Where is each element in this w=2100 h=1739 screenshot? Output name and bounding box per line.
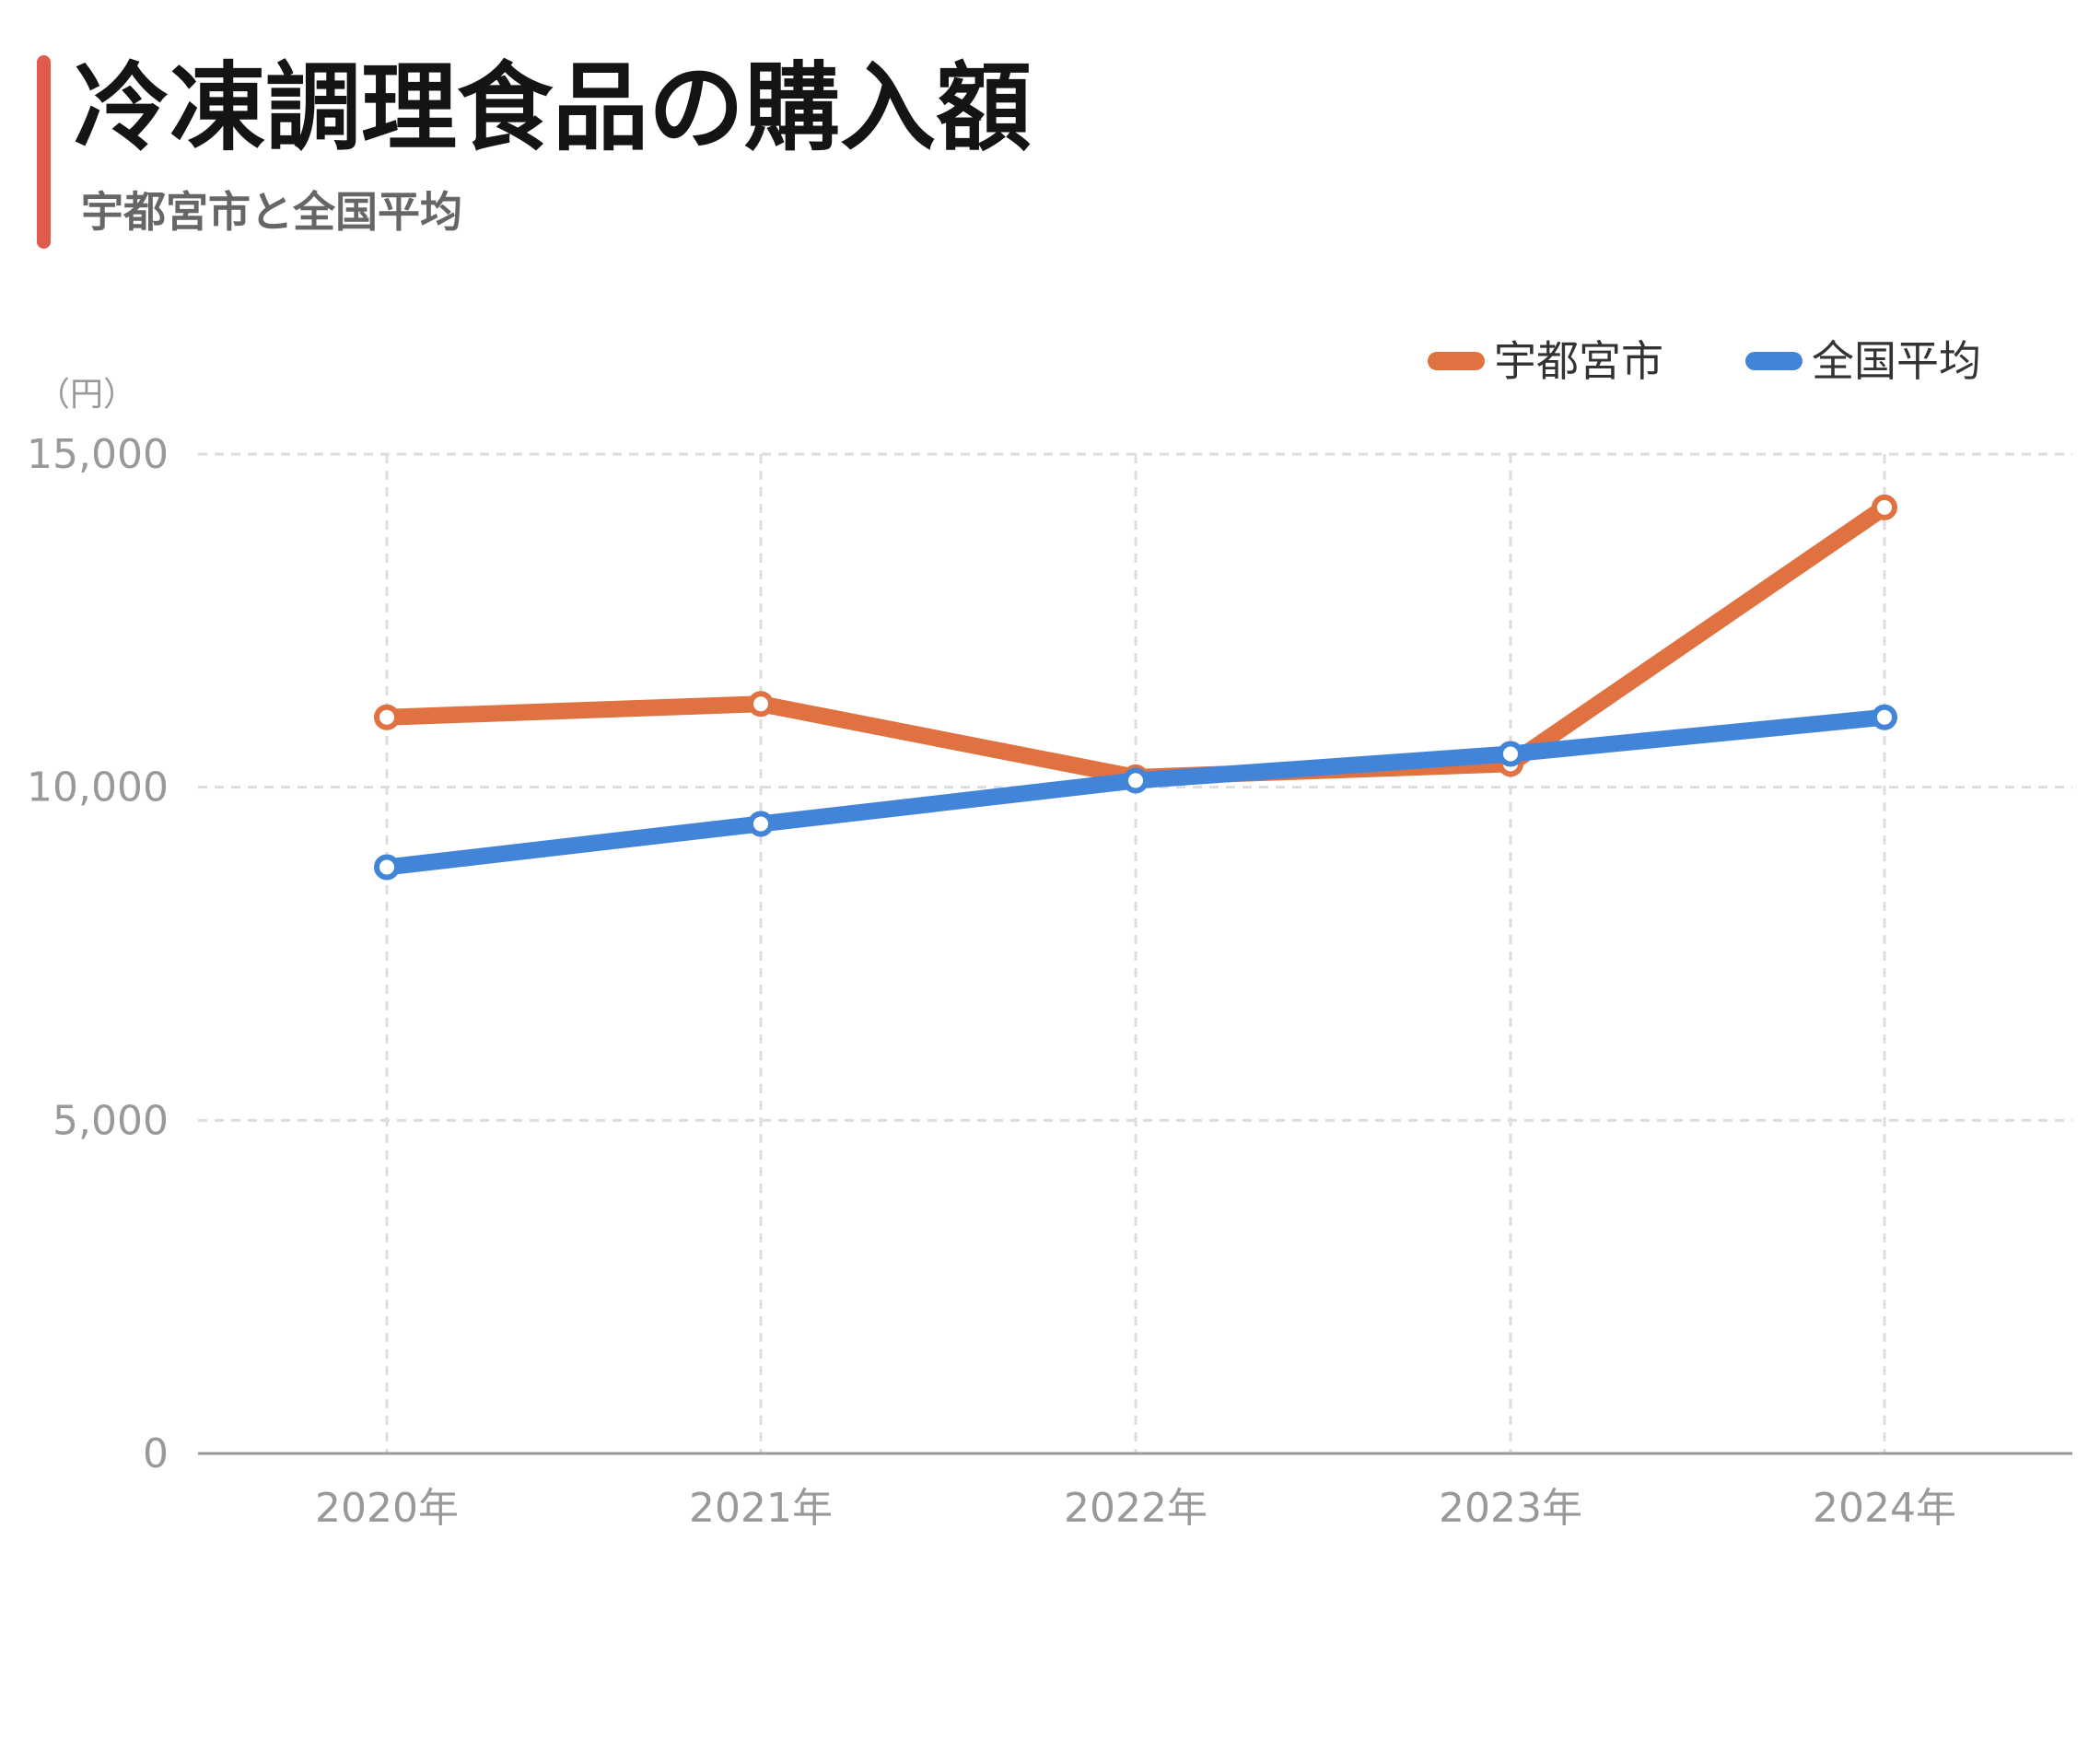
y-tick-label: 10,000 — [27, 764, 169, 811]
x-tick-label: 2024年 — [1813, 1485, 1956, 1532]
data-point — [1123, 767, 1149, 794]
y-unit-label: （円） — [37, 376, 136, 414]
x-tick-label: 2023年 — [1439, 1485, 1582, 1532]
legend-label: 宇都宮市 — [1494, 336, 1663, 386]
title-accent-bar — [37, 55, 51, 249]
data-point — [1872, 704, 1897, 730]
legend: 宇都宮市 全国平均 — [1428, 336, 1981, 386]
y-tick-label: 15,000 — [27, 431, 169, 478]
x-tick-label: 2020年 — [315, 1485, 459, 1532]
data-point — [748, 811, 774, 837]
chart-subtitle: 宇都宮市と全国平均 — [81, 187, 462, 237]
y-tick-label: 5,000 — [52, 1097, 169, 1144]
chart-title: 冷凍調理食品の購入額 — [74, 52, 1032, 164]
axes: 0 5,000 10,000 15,000 2020年 2021年 2022年 2023年 20… — [27, 376, 2072, 1532]
data-point — [374, 854, 400, 881]
series-lines — [374, 494, 1897, 881]
legend-label: 全国平均 — [1812, 336, 1981, 386]
data-point — [1872, 494, 1897, 520]
grid-lines — [198, 452, 2072, 1453]
data-point — [374, 704, 400, 730]
data-point — [1498, 741, 1523, 767]
y-tick-label: 0 — [143, 1430, 169, 1477]
x-tick-label: 2021年 — [689, 1485, 833, 1532]
data-point — [748, 691, 774, 718]
x-tick-label: 2022年 — [1064, 1485, 1208, 1532]
